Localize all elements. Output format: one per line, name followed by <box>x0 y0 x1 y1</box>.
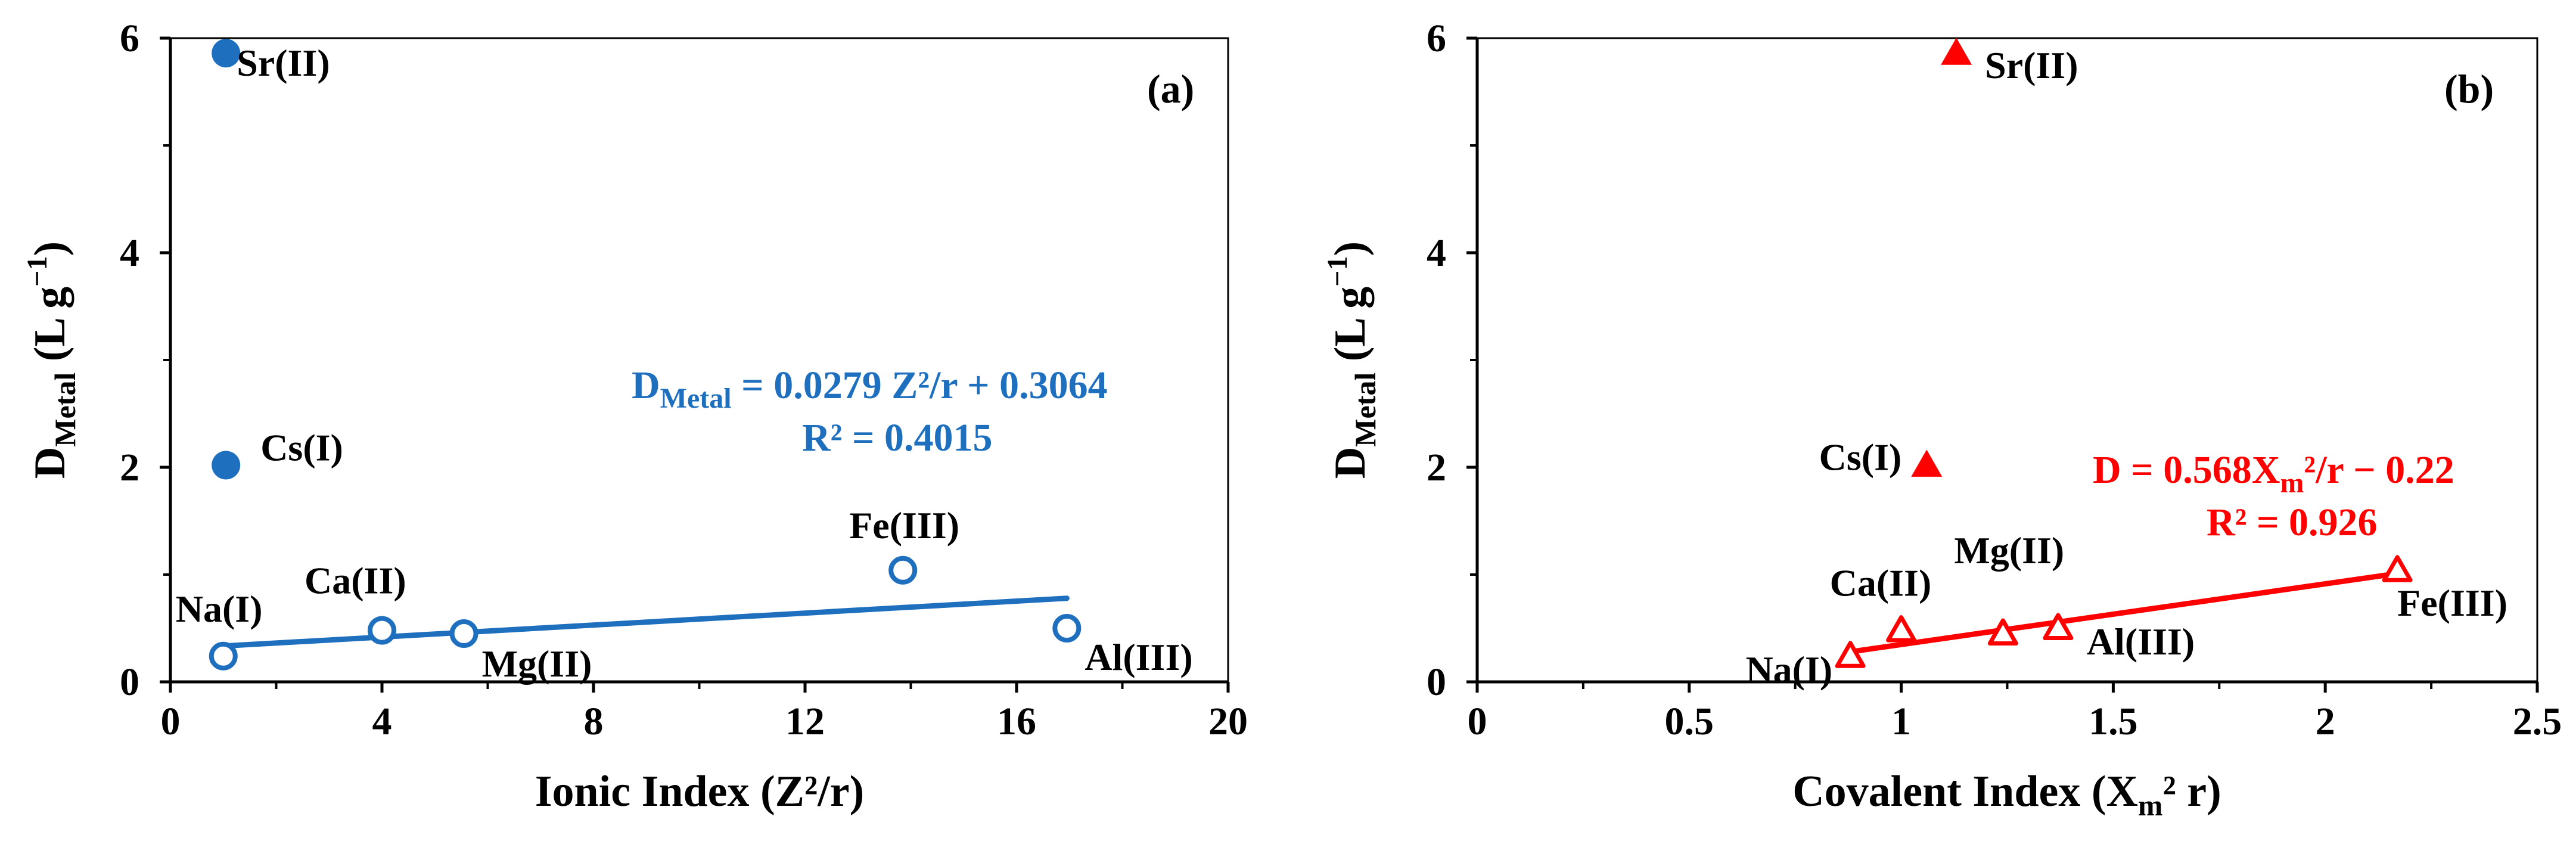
panel-b: 0 0.5 1 1.5 2 2.5 0 2 4 6 Sr(II) Cs(I) Na(I) Ca(II) M… <box>1322 17 2562 822</box>
panel-b-y-axis-title: DMetal (L g−1) <box>1322 241 1382 479</box>
panel-b-axes: 0 0.5 1 1.5 2 2.5 0 2 4 6 <box>1427 17 2562 743</box>
panel-b-point-filled <box>1941 38 1972 65</box>
panel-b-x-tick-label: 2 <box>2316 700 2335 743</box>
panel-b-frame <box>1476 37 2538 683</box>
panel-b-x-tick-label: 0.5 <box>1665 700 1714 743</box>
panel-a-y-axis-title: DMetal (L g−1) <box>21 241 82 479</box>
panel-a-point-label: Na(I) <box>176 588 263 630</box>
panel-a-axes: 0 4 8 12 16 20 0 2 4 6 <box>120 17 1248 743</box>
panel-b-x-tick-label: 1 <box>1891 700 1911 743</box>
panel-b-trendline-group <box>1847 570 2400 655</box>
panel-b-x-axis-title: Covalent Index (Xm² r) <box>1792 767 2221 822</box>
panel-a-point-label: Al(III) <box>1085 636 1192 678</box>
panel-b-point-label: Sr(II) <box>1985 44 2078 86</box>
panel-b-x-tick-label: 0 <box>1468 700 1487 743</box>
panel-b-equation: D = 0.568Xm²/r − 0.22 <box>2093 448 2454 499</box>
panel-a-point-open <box>368 616 396 645</box>
panel-b-y-tick-label: 6 <box>1427 17 1446 60</box>
panel-b-point-label: Al(III) <box>2087 620 2195 663</box>
panel-a-points <box>209 39 1082 671</box>
panel-a-point-label: Cs(I) <box>260 426 343 468</box>
panel-a-point-filled <box>212 39 241 68</box>
panel-a-x-tick-label: 16 <box>997 700 1036 743</box>
panel-a-point-open <box>1052 614 1082 643</box>
panel-b-point-label: Cs(I) <box>1819 436 1902 478</box>
panel-a-point-open <box>888 556 918 585</box>
panel-b-point-open <box>1835 641 1866 668</box>
panel-b-point-label: Fe(III) <box>2397 582 2507 624</box>
panel-b-point-labels: Sr(II) Cs(I) Na(I) Ca(II) Mg(II) Al(III) Fe(II… <box>1745 44 2507 691</box>
panel-b-point-label: Na(I) <box>1745 648 1832 691</box>
panel-a-r-squared: R² = 0.4015 <box>802 416 993 460</box>
panel-a-x-tick-label: 8 <box>584 700 604 743</box>
panel-b-y-tick-label: 2 <box>1427 446 1446 489</box>
panel-b-point-open <box>1987 618 2018 646</box>
panel-b-point-open <box>2043 613 2074 640</box>
panel-a-point-label: Fe(III) <box>849 504 959 547</box>
panel-a-x-tick-label: 4 <box>372 700 392 743</box>
panel-a-point-filled <box>212 451 241 480</box>
panel-a-x-tick-label: 20 <box>1208 700 1248 743</box>
panel-a-label: (a) <box>1147 66 1194 111</box>
panel-a-point-open <box>209 641 238 671</box>
panel-b-x-tick-label: 1.5 <box>2089 700 2138 743</box>
panel-a-y-tick-label: 6 <box>120 17 139 60</box>
panel-a-point-label: Mg(II) <box>482 643 592 685</box>
panel-a-trendline <box>220 595 1070 649</box>
panel-a: 0 4 8 12 16 20 0 2 4 6 Sr(II) Cs(I) Na(I) Ca(II) Mg(I… <box>21 17 1248 816</box>
panel-a-y-tick-label: 0 <box>120 660 139 704</box>
panel-b-point-open <box>2382 555 2413 582</box>
panel-b-point-filled <box>1911 449 1943 477</box>
panel-b-y-tick-label: 0 <box>1427 660 1446 704</box>
panel-a-x-tick-label: 0 <box>161 700 181 743</box>
panel-b-point-label: Mg(II) <box>1954 529 2064 572</box>
panel-a-point-label: Sr(II) <box>237 42 330 84</box>
panel-b-points <box>1835 38 2413 668</box>
panel-a-y-tick-label: 4 <box>120 231 139 275</box>
panel-a-trendline-group <box>220 595 1070 649</box>
panel-b-point-open <box>1886 615 1917 643</box>
panel-b-x-tick-label: 2.5 <box>2513 700 2562 743</box>
panel-a-point-label: Ca(II) <box>304 560 406 602</box>
panel-b-r-squared: R² = 0.926 <box>2207 501 2378 544</box>
panel-b-label: (b) <box>2444 66 2494 111</box>
panel-a-y-tick-label: 2 <box>120 446 139 489</box>
panel-a-x-tick-label: 12 <box>785 700 825 743</box>
panel-a-point-open <box>449 619 478 648</box>
panel-a-point-labels: Sr(II) Cs(I) Na(I) Ca(II) Mg(II) Fe(III) Al(II… <box>176 42 1193 685</box>
panel-b-point-label: Ca(II) <box>1830 562 1932 604</box>
panel-a-x-axis-title: Ionic Index (Z²/r) <box>535 767 865 816</box>
panel-b-y-tick-label: 4 <box>1427 231 1446 275</box>
panel-b-trendline <box>1847 570 2400 655</box>
panel-a-equation: DMetal = 0.0279 Z²/r + 0.3064 <box>632 364 1108 414</box>
